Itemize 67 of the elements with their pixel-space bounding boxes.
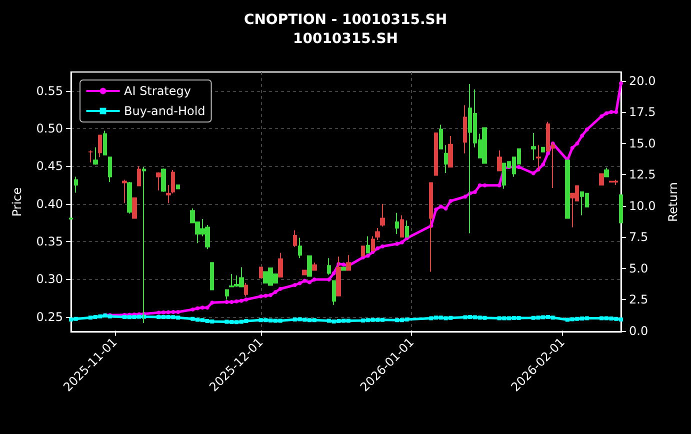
candlestick	[541, 146, 545, 152]
candlestick	[176, 184, 180, 190]
chart-title: CNOPTION - 10010315.SH	[244, 12, 448, 28]
candlestick	[439, 124, 443, 150]
candlestick	[619, 194, 623, 224]
candlestick	[127, 182, 132, 214]
candlestick	[307, 255, 312, 277]
candlestick	[312, 262, 317, 271]
y-tick-label: 0.25	[36, 310, 63, 324]
y2-tick-label: 2.5	[629, 292, 648, 306]
y-axis-title: Price	[10, 187, 24, 217]
candlestick	[463, 104, 467, 154]
candlestick	[444, 144, 448, 174]
candlestick	[293, 230, 297, 248]
y-tick-label: 0.30	[36, 272, 63, 286]
candlestick	[302, 270, 307, 276]
candlestick	[395, 212, 399, 235]
y2-tick-label: 10.0	[629, 198, 656, 213]
candlestick	[380, 203, 385, 227]
legend-label: Buy-and-Hold	[124, 104, 206, 118]
y-tick-label: 0.50	[36, 122, 63, 136]
y2-tick-label: 20.0	[629, 74, 656, 88]
y2-tick-label: 17.5	[629, 105, 656, 119]
candlestick	[225, 289, 229, 300]
candlestick	[565, 160, 570, 219]
y2-tick-label: 5.0	[629, 261, 648, 276]
candlestick	[599, 173, 604, 186]
candlestick	[400, 214, 404, 238]
candlestick	[332, 280, 336, 306]
candlestick	[278, 252, 283, 278]
y-tick-label: 0.45	[36, 159, 63, 174]
y2-axis-title: Return	[666, 182, 680, 222]
candlestick	[366, 236, 370, 254]
y-tick-label: 0.35	[36, 234, 63, 249]
candlestick	[132, 197, 137, 219]
candlestick	[327, 258, 331, 276]
candlestick	[341, 266, 346, 271]
candlestick	[298, 237, 302, 259]
candlestick	[210, 262, 214, 290]
y2-tick-label: 12.5	[629, 168, 656, 182]
candlestick	[497, 150, 502, 172]
candlestick	[161, 168, 166, 192]
y2-tick-label: 0.0	[629, 324, 648, 338]
y-tick-label: 0.55	[36, 84, 63, 98]
candlestick	[244, 282, 248, 298]
candlestick	[88, 150, 93, 163]
candlestick	[93, 146, 98, 166]
candlestick	[74, 176, 78, 194]
legend-label: AI Strategy	[124, 84, 191, 98]
candlestick	[375, 228, 380, 241]
y-tick-label: 0.40	[36, 196, 63, 211]
candlestick	[259, 266, 263, 278]
candlestick	[434, 132, 438, 176]
chart-subtitle: 10010315.SH	[292, 31, 398, 47]
candlestick	[98, 134, 102, 158]
candlestick	[482, 127, 487, 164]
candlestick	[604, 167, 609, 178]
candlestick	[108, 156, 112, 183]
candlestick	[103, 130, 107, 156]
candlestick	[531, 132, 536, 161]
candlestick	[448, 136, 453, 168]
candlestick	[156, 172, 161, 191]
candlestick	[69, 216, 73, 220]
y2-tick-label: 7.5	[629, 230, 648, 244]
candlestick	[137, 166, 141, 186]
y2-tick-label: 15.0	[629, 136, 656, 150]
candlestick	[122, 179, 127, 204]
